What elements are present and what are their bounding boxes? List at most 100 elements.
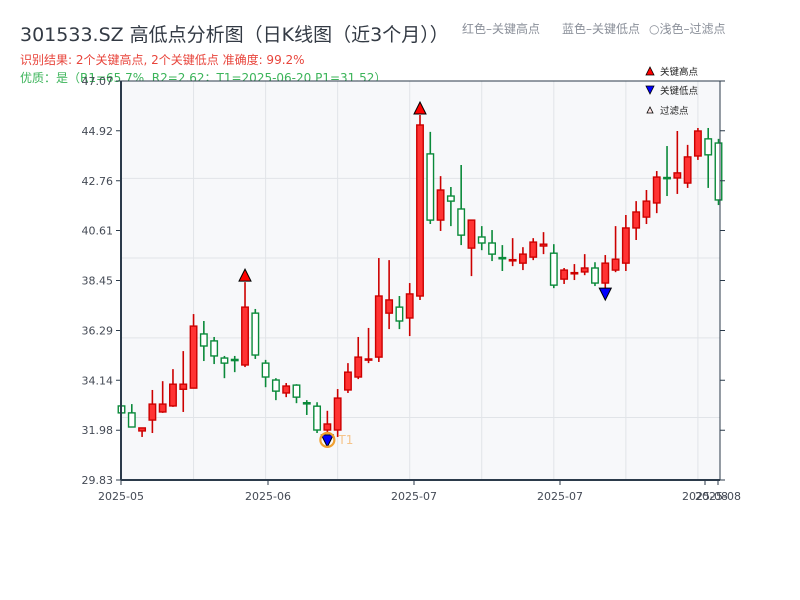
candle-body bbox=[199, 333, 208, 347]
candle-up bbox=[189, 314, 198, 389]
candle-up bbox=[158, 381, 167, 413]
candle-down bbox=[477, 226, 486, 251]
candle-up bbox=[611, 226, 620, 273]
legend-key-high-text: 红色–关键高点 bbox=[462, 22, 541, 36]
candle-body bbox=[621, 227, 630, 264]
candle-body bbox=[374, 295, 383, 358]
candle-body bbox=[333, 397, 342, 431]
legend-key-low-icon bbox=[645, 85, 655, 95]
annotation-label: T1 bbox=[337, 433, 353, 447]
candle-body bbox=[148, 403, 157, 421]
x-tick-label: 2025-07 bbox=[537, 490, 583, 503]
candle-down bbox=[261, 359, 270, 388]
candle-up bbox=[282, 383, 291, 398]
key-high-marker-icon bbox=[238, 268, 252, 282]
candle-body bbox=[529, 241, 538, 258]
axes: 29.83 31.98 34.14 36.29 38.45 40.61 42.76 44.92… bbox=[82, 75, 741, 503]
candle-body bbox=[179, 383, 188, 390]
candle-down bbox=[457, 165, 466, 246]
candle-down bbox=[302, 400, 311, 415]
candle-body bbox=[395, 306, 404, 322]
candle-body bbox=[210, 340, 219, 357]
candle-up bbox=[179, 351, 188, 412]
candle-down bbox=[714, 138, 723, 206]
candle-body bbox=[642, 200, 651, 218]
candle-up bbox=[570, 264, 579, 281]
candle-up bbox=[642, 190, 651, 225]
y-tick-label: 29.83 bbox=[82, 474, 114, 487]
candle-body bbox=[508, 258, 517, 262]
candle-up bbox=[693, 127, 702, 160]
candle-body bbox=[539, 243, 548, 247]
candle-body bbox=[467, 219, 476, 249]
candle-body bbox=[189, 325, 198, 389]
candle-up bbox=[508, 238, 517, 267]
candle-up bbox=[323, 410, 332, 434]
candle-down bbox=[220, 355, 229, 379]
candle-down bbox=[488, 230, 497, 262]
candle-up bbox=[416, 115, 424, 300]
candle-down bbox=[292, 384, 301, 404]
candle-body bbox=[436, 189, 445, 221]
candle-body bbox=[591, 267, 599, 284]
candle-up bbox=[518, 247, 527, 271]
candle-body bbox=[354, 356, 363, 378]
candle-up bbox=[374, 258, 383, 362]
candle-up bbox=[652, 171, 661, 214]
candle-down bbox=[210, 336, 219, 365]
y-tick-label: 34.14 bbox=[82, 374, 114, 387]
candle-down bbox=[498, 245, 507, 272]
candle-up bbox=[364, 327, 373, 364]
candle-down bbox=[395, 296, 404, 330]
candle-body bbox=[580, 267, 589, 273]
candle-body bbox=[169, 383, 177, 407]
candle-body bbox=[343, 371, 352, 391]
candle-down bbox=[591, 262, 599, 287]
candle-body bbox=[230, 358, 239, 362]
x-tick-label: 2025-06 bbox=[245, 490, 291, 503]
candle-body bbox=[663, 176, 671, 180]
candle-down bbox=[251, 308, 260, 359]
chart-title: 301533.SZ 高低点分析图（日K线图（近3个月）） bbox=[20, 24, 449, 46]
candle-body bbox=[457, 208, 466, 236]
candle-body bbox=[714, 142, 723, 201]
x-tick-label: 2025-05 bbox=[98, 490, 144, 503]
y-tick-label: 42.76 bbox=[82, 175, 114, 188]
y-tick-label: 47.07 bbox=[82, 75, 114, 88]
key-low-marker-icon bbox=[320, 434, 335, 449]
candle-up bbox=[343, 363, 352, 393]
candle-up bbox=[632, 201, 641, 240]
candle-up bbox=[580, 254, 589, 276]
candle-body bbox=[549, 252, 558, 286]
key-high-marker-icon bbox=[413, 100, 427, 115]
candle-down bbox=[313, 402, 322, 434]
x-tick-label: 2025-08 bbox=[695, 490, 741, 503]
recognition-result: 识别结果: 2个关键高点, 2个关键低点 准确度: 99.2% bbox=[20, 53, 305, 67]
candle-body bbox=[385, 299, 394, 314]
candle-up bbox=[560, 268, 569, 284]
candle-down bbox=[549, 244, 558, 289]
candle-down bbox=[127, 404, 136, 428]
candle-body bbox=[611, 258, 620, 271]
candle-body bbox=[601, 262, 610, 284]
candle-body bbox=[498, 256, 507, 260]
y-tick-label: 38.45 bbox=[82, 275, 114, 288]
candle-down bbox=[199, 321, 208, 362]
candle-up bbox=[138, 427, 147, 437]
candle-body bbox=[560, 269, 569, 280]
candle-down bbox=[704, 127, 713, 188]
legend-filtered-icon bbox=[646, 106, 654, 114]
candle-up bbox=[621, 215, 630, 272]
candle-body bbox=[446, 195, 455, 202]
candle-body bbox=[220, 357, 229, 364]
candle-down bbox=[230, 355, 239, 373]
candle-down bbox=[446, 186, 455, 227]
candle-body bbox=[313, 405, 322, 431]
candle-up bbox=[148, 389, 157, 434]
candle-up bbox=[601, 255, 610, 289]
candle-body bbox=[302, 401, 311, 405]
legend-label: 过滤点 bbox=[660, 105, 689, 117]
legend-key-low-text: 蓝色–关键低点 bbox=[562, 22, 641, 36]
candle-up bbox=[385, 260, 394, 330]
legend-label: 关键高点 bbox=[660, 66, 699, 78]
